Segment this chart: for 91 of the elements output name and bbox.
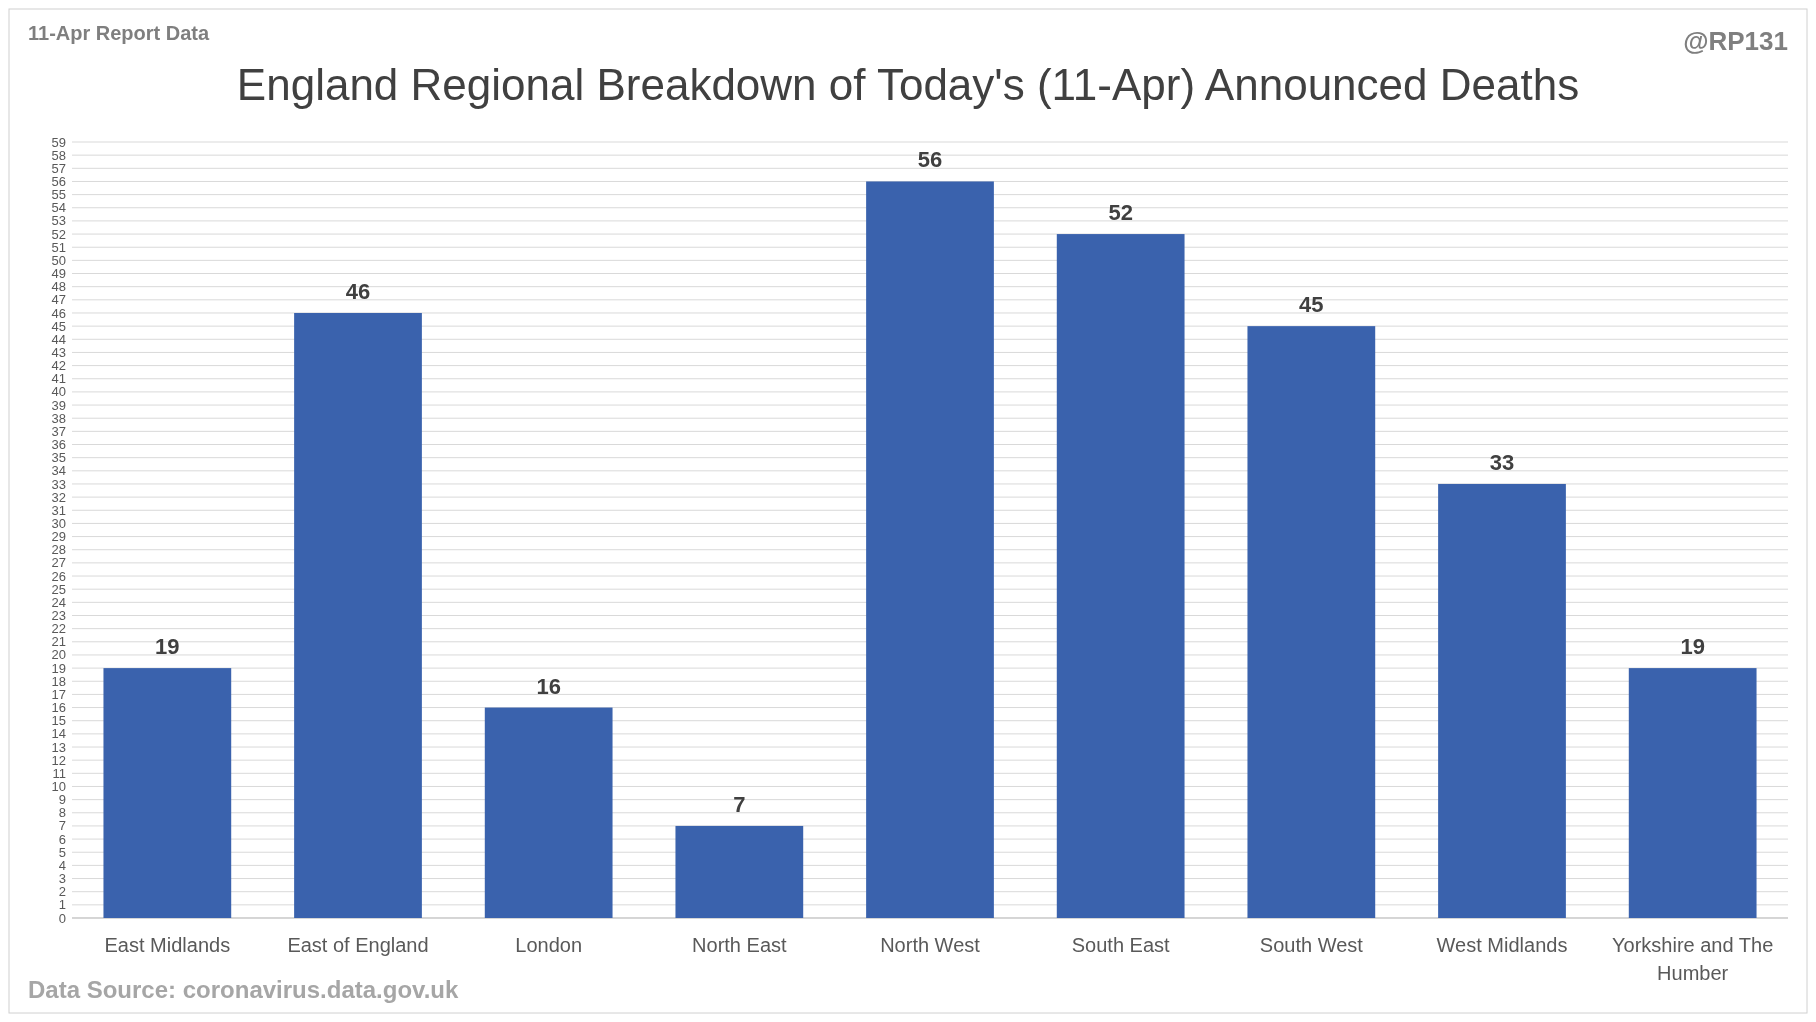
data-label: 33 xyxy=(1489,449,1515,475)
y-tick-label: 40 xyxy=(51,384,66,400)
y-tick-label: 57 xyxy=(51,160,66,176)
bar xyxy=(1438,483,1566,918)
y-tick-label: 18 xyxy=(51,673,66,689)
y-tick-label: 32 xyxy=(51,489,66,505)
y-tick-label: 36 xyxy=(51,437,66,453)
bar xyxy=(484,707,613,918)
y-tick-label: 53 xyxy=(51,213,66,229)
x-tick-label: North East xyxy=(692,934,788,956)
y-tick-label: 27 xyxy=(51,555,66,571)
y-tick-label: 46 xyxy=(51,305,66,321)
y-tick-label: 56 xyxy=(51,174,66,190)
y-tick-label: 7 xyxy=(58,818,66,834)
x-tick-label: East of England xyxy=(287,934,429,956)
y-tick-label: 37 xyxy=(51,423,66,439)
y-tick-label: 5 xyxy=(58,844,66,860)
bar xyxy=(866,181,994,918)
bar xyxy=(1056,234,1185,918)
y-tick-label: 25 xyxy=(51,581,66,597)
y-tick-label: 10 xyxy=(51,779,66,795)
y-tick-label: 34 xyxy=(51,463,66,479)
y-tick-label: 55 xyxy=(51,187,66,203)
data-label: 45 xyxy=(1299,292,1324,318)
x-tick-label: London xyxy=(515,934,583,956)
y-tick-label: 21 xyxy=(51,634,66,650)
y-tick-label: 41 xyxy=(51,371,66,387)
y-tick-label: 39 xyxy=(51,397,66,413)
y-tick-label: 22 xyxy=(51,621,66,637)
text: @RP131 xyxy=(1683,26,1788,56)
bar xyxy=(294,312,422,918)
y-tick-label: 11 xyxy=(52,765,66,781)
y-tick-label: 1 xyxy=(58,897,66,913)
y-tick-label: 28 xyxy=(51,542,66,558)
y-tick-label: 0 xyxy=(58,910,66,926)
data-label: 46 xyxy=(345,278,371,304)
y-tick-label: 50 xyxy=(51,252,66,268)
y-tick-label: 35 xyxy=(51,450,66,466)
data-label: 19 xyxy=(1680,634,1705,660)
y-tick-label: 19 xyxy=(51,660,66,676)
text: 11-Apr Report Data xyxy=(28,22,211,44)
y-tick-label: 17 xyxy=(51,686,66,702)
data-label: 52 xyxy=(1108,200,1133,226)
y-tick-label: 31 xyxy=(51,502,66,518)
y-tick-label: 9 xyxy=(58,792,66,808)
x-tick-label: South East xyxy=(1071,934,1171,956)
y-tick-label: 16 xyxy=(51,700,66,716)
x-tick-label: West Midlands xyxy=(1436,934,1568,956)
y-tick-label: 26 xyxy=(51,568,66,584)
y-tick-label: 58 xyxy=(51,147,66,163)
chart-title: England Regional Breakdown of Today's (11-Apr) Announced Deaths xyxy=(236,60,1580,109)
bar xyxy=(1628,668,1757,918)
y-tick-label: 45 xyxy=(51,318,66,334)
data-label: 56 xyxy=(917,147,943,173)
y-tick-label: 3 xyxy=(58,871,66,887)
y-tick-label: 59 xyxy=(51,134,66,150)
y-tick-label: 8 xyxy=(58,805,66,821)
x-tick-label: Yorkshire and The Humber xyxy=(1612,934,1774,984)
y-tick-label: 38 xyxy=(51,410,66,426)
bar xyxy=(103,668,232,918)
x-tick-label: East Midlands xyxy=(104,934,231,956)
data-label: 16 xyxy=(536,673,561,699)
y-tick-label: 48 xyxy=(51,279,66,295)
y-tick-label: 20 xyxy=(51,647,66,663)
y-tick-label: 47 xyxy=(51,292,66,308)
y-tick-label: 12 xyxy=(51,752,66,768)
y-tick-label: 33 xyxy=(51,476,66,492)
bar xyxy=(1247,326,1376,918)
y-tick-label: 49 xyxy=(51,266,66,282)
y-tick-label: 24 xyxy=(51,594,66,610)
x-tick-label: South West xyxy=(1259,934,1364,956)
y-tick-label: 14 xyxy=(51,726,66,742)
y-tick-label: 54 xyxy=(51,200,66,216)
x-tick-label: North West xyxy=(880,934,981,956)
bar xyxy=(675,825,804,918)
y-tick-label: 2 xyxy=(58,884,66,900)
y-tick-label: 42 xyxy=(51,358,66,374)
y-tick-label: 4 xyxy=(58,857,66,873)
y-tick-label: 43 xyxy=(51,344,66,360)
data-label: 7 xyxy=(733,791,746,817)
y-tick-label: 6 xyxy=(58,831,66,847)
y-tick-label: 52 xyxy=(51,226,66,242)
y-tick-label: 29 xyxy=(51,529,66,545)
y-tick-label: 13 xyxy=(51,739,66,755)
y-tick-label: 44 xyxy=(51,331,66,347)
data-label: 19 xyxy=(155,634,180,660)
y-tick-label: 15 xyxy=(51,713,66,729)
source-note: Data Source: coronavirus.data.gov.uk xyxy=(28,976,459,1003)
y-tick-label: 23 xyxy=(51,608,66,624)
y-tick-label: 30 xyxy=(51,515,66,531)
y-tick-label: 51 xyxy=(51,239,66,255)
